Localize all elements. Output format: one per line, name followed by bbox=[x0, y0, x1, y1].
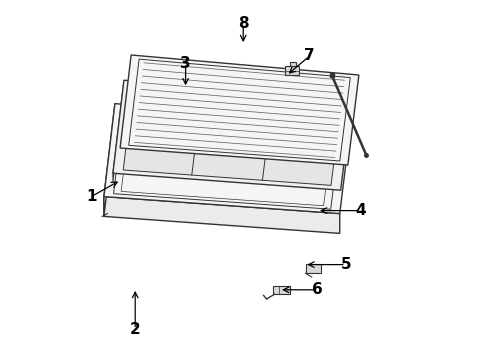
Text: 3: 3 bbox=[180, 55, 191, 71]
Polygon shape bbox=[285, 66, 299, 75]
Polygon shape bbox=[104, 197, 340, 233]
Text: 5: 5 bbox=[341, 257, 351, 272]
Polygon shape bbox=[306, 264, 321, 273]
Text: 8: 8 bbox=[238, 16, 248, 31]
Text: 4: 4 bbox=[355, 203, 366, 218]
Polygon shape bbox=[290, 62, 295, 66]
Text: 1: 1 bbox=[87, 189, 97, 204]
Polygon shape bbox=[104, 104, 115, 216]
Polygon shape bbox=[113, 80, 124, 182]
Text: 6: 6 bbox=[312, 282, 322, 297]
Polygon shape bbox=[104, 104, 351, 213]
Polygon shape bbox=[272, 287, 290, 294]
Polygon shape bbox=[123, 85, 342, 185]
Polygon shape bbox=[120, 55, 359, 165]
Text: 7: 7 bbox=[304, 48, 315, 63]
Polygon shape bbox=[113, 80, 352, 190]
Text: 2: 2 bbox=[130, 322, 141, 337]
